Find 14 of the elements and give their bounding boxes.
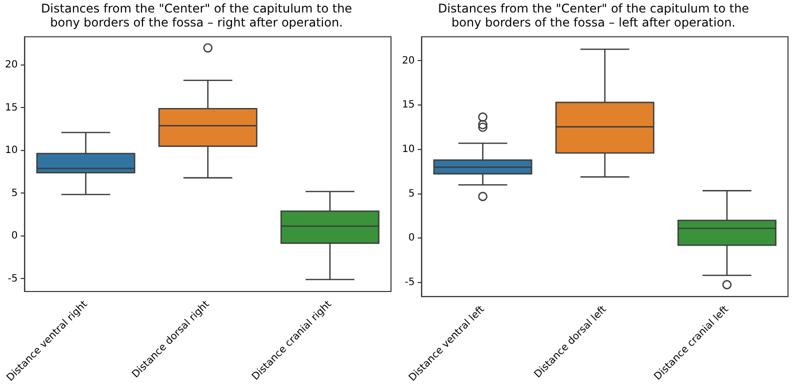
y-tick-label: 15: [4, 102, 18, 114]
y-tick-label: -5: [404, 277, 415, 288]
y-tick-label: 15: [402, 100, 415, 111]
y-tick-label: 10: [4, 145, 18, 156]
y-tick-label: 5: [408, 188, 415, 200]
y-tick-label: 10: [402, 144, 415, 156]
chart-title: Distances from the "Center" of the capitulum to the bony borders of the fossa – left after operation.: [438, 1, 750, 30]
y-tick-label: 5: [11, 188, 18, 199]
chart-title: Distances from the "Center" of the capitulum to the bony borders of the fossa – right after operation.: [40, 1, 352, 30]
y-tick-label: 0: [11, 230, 18, 242]
y-tick-label: -5: [8, 273, 18, 284]
y-tick-label: 20: [4, 60, 18, 71]
y-tick-label: 20: [402, 55, 415, 66]
y-tick-label: 0: [408, 232, 415, 244]
